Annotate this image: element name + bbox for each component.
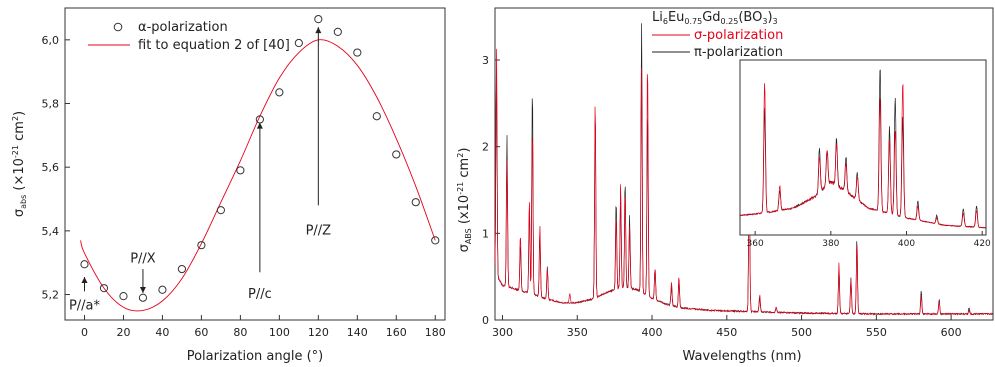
- right-x-tick-label-3: 450: [716, 326, 737, 339]
- data-point-17: [411, 198, 420, 207]
- data-point-12: [314, 15, 323, 24]
- data-point-7: [216, 206, 225, 215]
- data-point-15: [372, 112, 381, 121]
- left-y-axis-label: σabs (×10-21 cm2): [11, 111, 28, 217]
- right-y-axis-label: σABS (x10-21 cm2): [456, 148, 473, 253]
- x-tick-label-2: 40: [155, 326, 169, 339]
- left-point-series: [80, 15, 440, 302]
- data-point-14: [353, 48, 362, 57]
- data-point-16: [392, 150, 401, 159]
- right-x-tick-label-5: 550: [866, 326, 887, 339]
- legend-label-fit: fit to equation 2 of [40]: [138, 38, 290, 53]
- right-x-tick-label-1: 350: [567, 326, 588, 339]
- right-chart: 300 350 400 450 500 550 600 0 1 2 3 Wavelengths (n…: [456, 7, 994, 364]
- data-point-3: [138, 293, 148, 302]
- data-point-0: [80, 260, 89, 269]
- inset-x-tick-label-3: 420: [974, 239, 991, 249]
- annotation-label-1: P//X: [130, 251, 156, 266]
- right-y-tick-label-2: 2: [482, 141, 489, 154]
- right-spectra: [494, 23, 993, 316]
- x-tick-label-1: 20: [116, 326, 130, 339]
- x-tick-label-0: 0: [81, 326, 88, 339]
- right-x-tick-label-0: 300: [492, 326, 513, 339]
- data-point-8: [236, 166, 245, 175]
- left-ticks: 0 20 40 60 80 100 120 140 160 180 5,2 5,4 5,6 5,8 6,0: [42, 34, 446, 339]
- x-tick-label-6: 120: [308, 326, 329, 339]
- right-y-tick-label-1: 1: [482, 227, 489, 240]
- inset-x-tick-label-2: 400: [898, 239, 915, 249]
- left-chart: 0 20 40 60 80 100 120 140 160 1805,25,45,65,86,0 …: [11, 7, 446, 364]
- legend-label-sigma: σ-polarization: [694, 28, 783, 43]
- left-x-axis-label: Polarization angle (°): [187, 349, 324, 364]
- y-tick-label-2: 5,6: [42, 161, 60, 174]
- left-fit-series: [80, 39, 436, 312]
- x-tick-label-3: 60: [194, 326, 208, 339]
- x-tick-label-8: 160: [386, 326, 407, 339]
- right-x-axis-label: Wavelengths (nm): [682, 349, 801, 364]
- inset-spectra: [739, 69, 986, 229]
- annotation-arrow-head-0: [81, 277, 88, 284]
- data-point-18: [431, 236, 440, 245]
- legend-marker-alpha: [113, 22, 123, 32]
- right-x-tick-label-4: 500: [791, 326, 812, 339]
- x-tick-label-4: 80: [233, 326, 247, 339]
- x-tick-label-9: 180: [425, 326, 446, 339]
- data-point-5: [177, 264, 187, 274]
- left-annotations: P//a* P//X P//c P//Z: [69, 27, 331, 313]
- inset-frame: [739, 59, 987, 236]
- annotation-label-3: P//Z: [306, 223, 332, 238]
- data-point-6: [197, 241, 206, 250]
- y-tick-label-3: 5,8: [42, 98, 60, 111]
- fit-curve: [80, 39, 436, 312]
- right-legend: σ-polarization π-polarization: [652, 28, 783, 60]
- right-y-tick-label-3: 3: [482, 54, 489, 67]
- inset-ticks: 360 380 400 420: [747, 231, 991, 249]
- inset-chart: 360 380 400 420: [739, 59, 991, 249]
- right-ticks: 300 350 400 450 500 550 600 0 1 2 3: [482, 54, 962, 339]
- inset-sigma-line: [740, 83, 986, 229]
- left-legend: α-polarization fit to equation 2 of [40]: [88, 20, 290, 53]
- data-point-13: [333, 27, 342, 36]
- annotation-arrow-head-3: [315, 27, 322, 34]
- annotation-arrow-head-2: [256, 122, 263, 129]
- legend-label-pi: π-polarization: [694, 45, 783, 60]
- inset-x-tick-label-0: 360: [747, 239, 764, 249]
- annotation-label-0: P//a*: [69, 298, 101, 313]
- y-tick-label-0: 5,2: [42, 289, 60, 302]
- data-point-1: [99, 284, 109, 293]
- data-point-2: [119, 292, 128, 301]
- right-x-tick-label-2: 400: [642, 326, 663, 339]
- x-tick-label-5: 100: [269, 326, 290, 339]
- right-y-tick-label-0: 0: [482, 314, 489, 327]
- annotation-label-2: P//c: [248, 287, 272, 302]
- x-tick-label-7: 140: [347, 326, 368, 339]
- inset-x-tick-label-1: 380: [822, 239, 839, 249]
- legend-label-alpha: α-polarization: [138, 20, 228, 35]
- right-x-tick-label-6: 600: [941, 326, 962, 339]
- y-tick-label-4: 6,0: [42, 34, 60, 47]
- y-tick-label-1: 5,4: [42, 225, 60, 238]
- right-plot-frame: [494, 7, 994, 321]
- annotation-arrow-head-1: [139, 286, 146, 293]
- data-point-4: [158, 285, 167, 294]
- right-chart-title: Li6Eu0.75Gd0.25(BO3)3: [652, 10, 778, 26]
- sigma-polarization-line: [494, 48, 993, 316]
- left-plot-frame: [64, 7, 446, 321]
- data-point-11: [294, 38, 303, 48]
- data-point-10: [275, 88, 284, 97]
